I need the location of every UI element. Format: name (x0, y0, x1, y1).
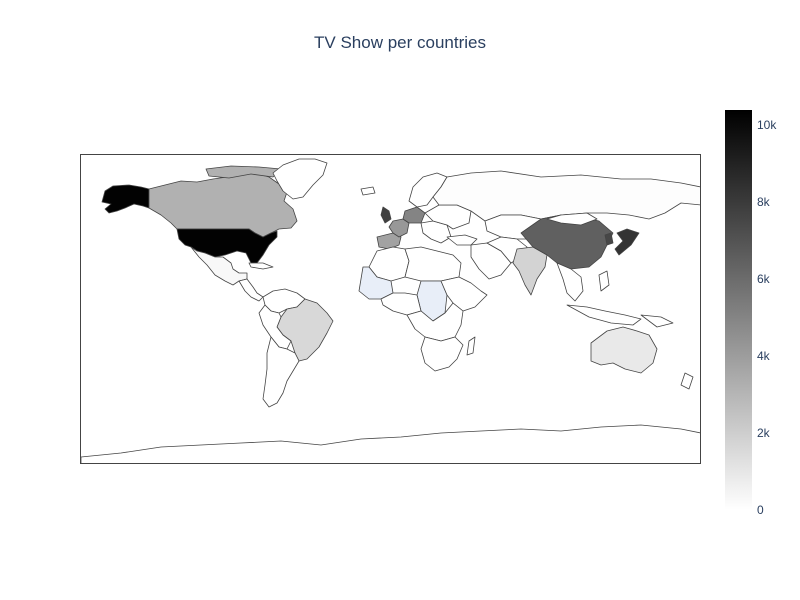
country-new-zealand[interactable] (680, 372, 694, 390)
country-united-kingdom[interactable] (380, 206, 392, 224)
colorbar (725, 110, 752, 510)
world-map[interactable] (80, 154, 701, 464)
country-arctic-islands[interactable] (205, 165, 282, 179)
country-central-africa[interactable] (406, 302, 464, 342)
country-india[interactable] (512, 246, 548, 296)
country-indonesia[interactable] (566, 304, 642, 326)
country-madagascar[interactable] (466, 336, 476, 356)
country-central-america[interactable] (238, 278, 264, 302)
country-west-africa[interactable] (380, 292, 422, 316)
country-argentina-chile[interactable] (262, 336, 300, 408)
country-north-africa-east[interactable] (404, 246, 462, 282)
country-korea[interactable] (604, 232, 614, 246)
country-mongolia[interactable] (546, 212, 598, 226)
chart-title: TV Show per countries (314, 33, 486, 52)
country-australia[interactable] (590, 326, 658, 374)
country-philippines[interactable] (598, 270, 610, 292)
country-japan[interactable] (614, 228, 640, 256)
colorbar-tick-label: 0 (757, 503, 764, 517)
colorbar-tick-label: 4k (757, 349, 770, 364)
country-russia[interactable] (432, 170, 701, 222)
country-southeast-asia[interactable] (556, 262, 584, 302)
country-horn-africa[interactable] (440, 276, 488, 312)
colorbar-tick-label: 10k (757, 118, 777, 133)
colorbar-tick-label: 8k (757, 195, 770, 210)
country-antarctica[interactable] (81, 424, 701, 464)
country-mexico[interactable] (190, 246, 248, 286)
country-canada[interactable] (148, 172, 298, 238)
country-greenland[interactable] (272, 158, 328, 200)
country-iceland[interactable] (360, 186, 376, 196)
country-peru-bolivia[interactable] (258, 304, 292, 350)
colorbar-tick-label: 2k (757, 426, 770, 441)
country-papua[interactable] (640, 314, 674, 328)
colorbar-tick-label: 6k (757, 272, 770, 287)
country-germany[interactable] (402, 206, 426, 224)
colorbar-gradient (725, 110, 752, 510)
map-canvas[interactable] (81, 155, 701, 464)
country-cuba[interactable] (248, 262, 274, 270)
country-turkey[interactable] (446, 234, 478, 246)
country-alaska[interactable] (101, 184, 150, 214)
country-southern-africa[interactable] (420, 336, 464, 372)
